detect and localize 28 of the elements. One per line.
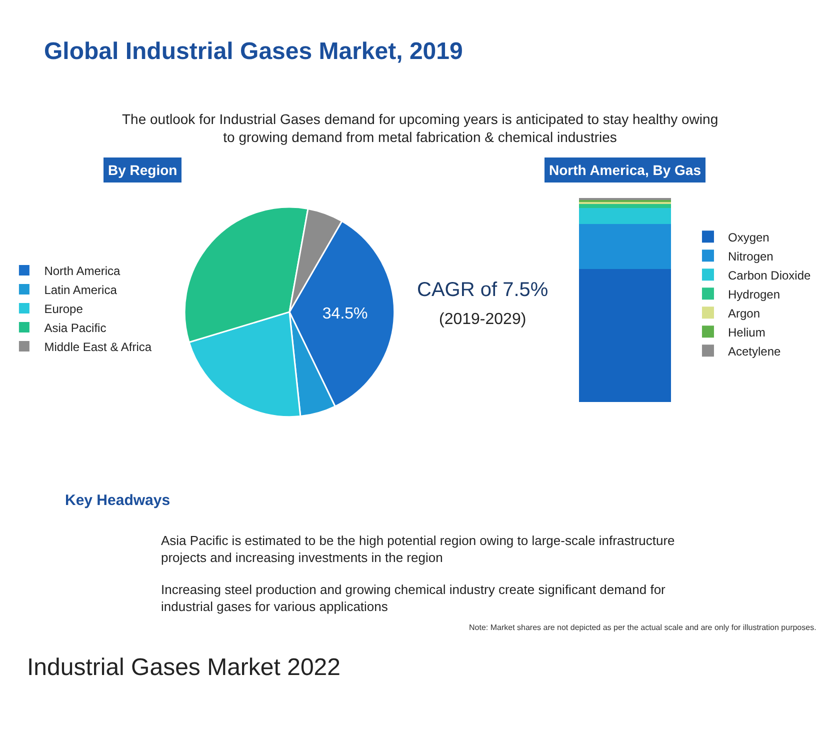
legend-label: Middle East & Africa xyxy=(44,340,152,354)
legend-label: Carbon Dioxide xyxy=(728,268,812,282)
text: Increasing steel production and growing chemical industry create significant demand for industrial gases for various applications xyxy=(161,582,666,614)
legend-label: North America xyxy=(44,264,121,278)
legend-label: Argon xyxy=(728,306,760,320)
legend-label: Helium xyxy=(728,325,766,340)
legend-label: Acetylene xyxy=(728,344,782,358)
text: Key Headways xyxy=(65,492,170,509)
legend-label: Nitrogen xyxy=(728,249,774,264)
legend-label: Europe xyxy=(44,302,84,316)
bar xyxy=(578,204,671,208)
legend-label: Oxygen xyxy=(728,230,770,244)
text: Asia Pacific is estimated to be the high potential region owing to large-scale infrastructure projects and increasing investments in the region xyxy=(161,533,675,565)
bar xyxy=(578,224,671,270)
text: The outlook for Industrial Gases demand for upcoming years is anticipated to stay healthy owing to growing demand from metal fabrication & chemical industries xyxy=(122,111,718,146)
legend-label: Hydrogen xyxy=(728,287,780,302)
text: Industrial Gases Market 2022 xyxy=(27,654,340,681)
bar xyxy=(578,208,671,224)
bar xyxy=(578,269,671,402)
text: (2019-2029) xyxy=(439,311,526,328)
text: Global Industrial Gases Market, 2019 xyxy=(44,38,463,65)
legend-label: Asia Pacific xyxy=(44,320,106,335)
chart-title: North America, By Gas xyxy=(549,162,702,178)
text: CAGR of 7.5% xyxy=(417,279,548,301)
data-label: 34.5% xyxy=(322,305,368,322)
chart-title: By Region xyxy=(108,162,178,178)
text: Note: Market shares are not depicted as per the actual scale and are only for illustration purposes. xyxy=(469,623,816,632)
legend-label: Latin America xyxy=(44,282,118,297)
